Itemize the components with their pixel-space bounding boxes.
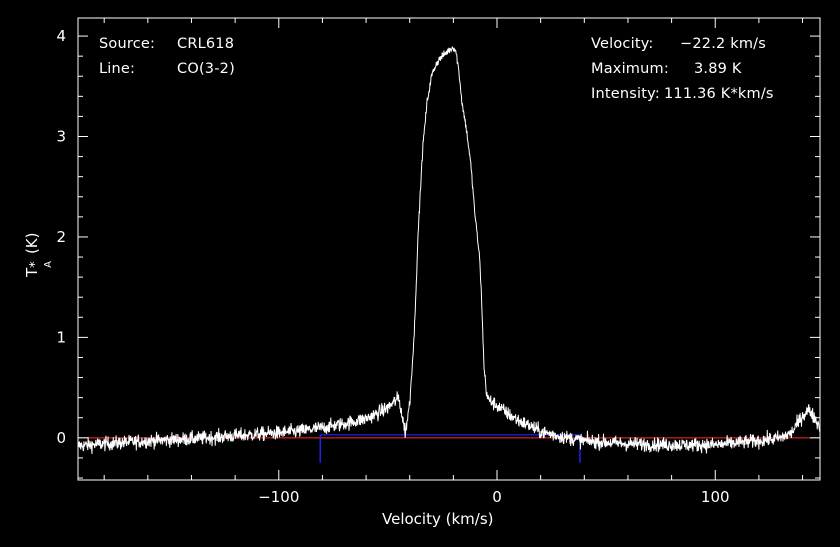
x-tick-label: 0	[492, 488, 502, 506]
maximum-label: Maximum:	[591, 61, 669, 77]
y-axis-label-sub: A	[43, 260, 54, 268]
y-tick-label: 2	[56, 228, 66, 246]
intensity-label: Intensity:	[591, 86, 660, 102]
x-axis-label: Velocity (km/s)	[382, 510, 494, 528]
x-tick-label: −100	[258, 488, 299, 506]
y-tick-label: 4	[56, 27, 66, 45]
velocity-label: Velocity:	[591, 36, 654, 52]
spectrum-series-line	[77, 46, 821, 455]
y-axis-label-sup: *	[28, 261, 43, 268]
line-value: CO(3-2)	[177, 61, 235, 77]
y-axis-label-unit: (K)	[23, 232, 41, 255]
line-label: Line:	[99, 61, 136, 77]
y-tick-label: 3	[56, 128, 66, 146]
source-value: CRL618	[177, 36, 235, 52]
y-axis-label-main: T	[23, 267, 41, 277]
velocity-value: −22.2 km/s	[680, 36, 767, 52]
plot-frame	[77, 17, 821, 481]
y-axis-label: T * A (K)	[23, 225, 54, 278]
maximum-value: 3.89 K	[694, 61, 742, 77]
y-tick-label: 0	[56, 429, 66, 447]
source-label: Source:	[99, 36, 156, 52]
y-tick-label: 1	[56, 328, 66, 346]
intensity-value: 111.36 K*km/s	[664, 86, 774, 102]
x-tick-label: 100	[701, 488, 730, 506]
